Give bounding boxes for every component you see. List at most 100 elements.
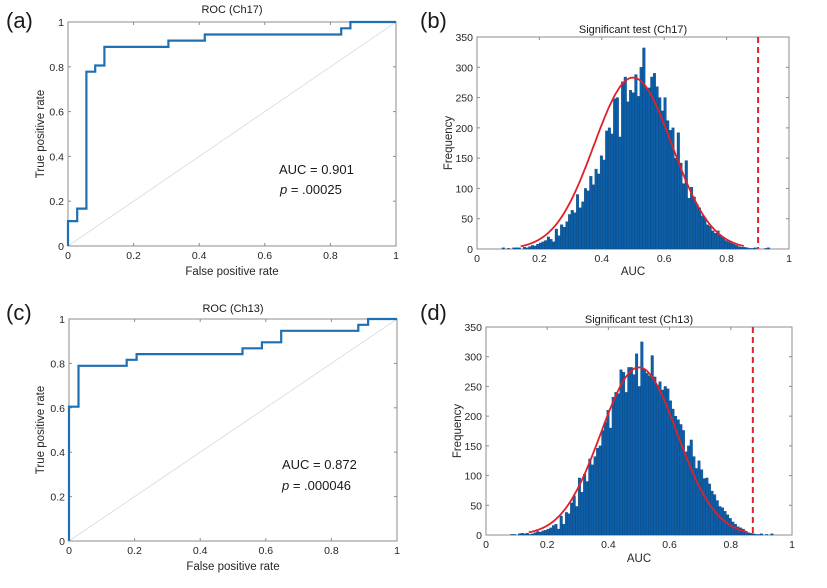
x-tick-label-b: 1 xyxy=(786,253,792,265)
histogram-bar-d xyxy=(523,533,527,536)
y-tick-label-c: 0.8 xyxy=(50,358,65,370)
histogram-bar-d xyxy=(653,376,657,536)
x-tick-label-d: 0.4 xyxy=(601,539,616,551)
histogram-bar-b xyxy=(666,120,670,250)
histogram-bar-b xyxy=(676,132,680,250)
histogram-bar-b xyxy=(621,81,625,250)
histogram-bar-d xyxy=(645,373,649,536)
histogram-bar-b xyxy=(764,248,768,250)
x-tick-label-d: 1 xyxy=(789,539,795,551)
histogram-bar-d xyxy=(606,410,610,536)
histogram-bar-d xyxy=(642,369,646,536)
axes-box-a xyxy=(67,21,397,247)
histogram-bar-d xyxy=(674,415,678,536)
histogram-bar-b xyxy=(517,247,521,250)
histogram-bar-d xyxy=(538,531,542,536)
y-tick-label-b: 250 xyxy=(455,93,473,105)
y-tick-label-d: 50 xyxy=(470,500,482,512)
histogram-bar-b xyxy=(748,248,752,250)
y-tick-label-b: 100 xyxy=(455,183,473,195)
histogram-bar-b xyxy=(573,212,577,250)
normal-fit-curve-d xyxy=(528,366,748,534)
chart-title-a: ROC (Ch17) xyxy=(201,4,262,16)
x-tick-label-c: 0.4 xyxy=(193,545,208,557)
y-tick-label-d: 100 xyxy=(464,471,482,483)
histogram-bar-d xyxy=(570,502,574,536)
p-value-annotation-c: p = .000046 xyxy=(281,478,351,493)
histogram-bar-b xyxy=(753,247,757,250)
x-tick-label-a: 0.8 xyxy=(323,250,338,262)
histogram-bar-b xyxy=(589,176,593,250)
plot-area-c: 0 0.2 0.4 0.6 0.8 1 0 0.2 0.4 0.6 0.8 1 xyxy=(50,314,400,557)
histogram-bar-d xyxy=(632,374,636,536)
y-tick-label-b: 50 xyxy=(461,214,473,226)
histogram-bar-b xyxy=(645,87,648,250)
histogram-bar-b xyxy=(698,207,702,250)
histogram-bar-d xyxy=(661,389,665,536)
histogram-bar-b xyxy=(740,247,744,250)
histogram-bar-b xyxy=(735,245,739,250)
histogram-bar-d xyxy=(598,445,602,536)
histogram-bar-b xyxy=(512,247,516,250)
histogram-bar-d xyxy=(544,530,548,536)
histogram-bar-d xyxy=(528,534,532,536)
x-tick-label-a: 0.6 xyxy=(257,250,272,262)
histogram-bar-d xyxy=(671,408,675,536)
p-symbol-a: p xyxy=(279,182,287,197)
histogram-bar-d xyxy=(554,524,558,536)
plot-area-a: 0 0.2 0.4 0.6 0.8 1 0 0.2 0.4 0.6 0.8 1 xyxy=(49,17,399,262)
histogram-bar-b xyxy=(737,246,741,250)
histogram-bar-b xyxy=(719,235,723,250)
histogram-bar-b xyxy=(745,247,749,250)
x-tick-label-b: 0.6 xyxy=(657,253,672,265)
histogram-bar-d xyxy=(525,533,529,536)
histogram-bar-b xyxy=(626,101,630,250)
histogram-bar-d xyxy=(624,392,628,536)
histogram-bar-b xyxy=(751,248,755,250)
histogram-bar-b xyxy=(562,227,566,250)
chance-diagonal-a xyxy=(67,21,397,247)
panel-b-significance-ch17: (b) Significant test (Ch17) 0 0.2 0.4 0.6 0.… xyxy=(420,8,792,278)
histogram-bar-d xyxy=(541,530,545,536)
histogram-bar-d xyxy=(765,534,769,536)
histogram-bar-d xyxy=(708,483,711,536)
histogram-bar-d xyxy=(549,527,553,536)
histogram-bar-d xyxy=(658,381,662,536)
histogram-bar-d xyxy=(648,375,652,536)
histogram-bar-b xyxy=(515,247,519,250)
histogram-bar-b xyxy=(700,215,704,250)
histogram-bar-b xyxy=(629,90,633,250)
histogram-bar-b xyxy=(687,197,691,250)
chart-title-c: ROC (Ch13) xyxy=(202,303,263,315)
y-tick-label-b: 300 xyxy=(455,62,473,74)
y-tick-label-c: 0.2 xyxy=(50,492,65,504)
panel-a-roc-ch17: (a) ROC (Ch17) 0 0.2 0.4 0.6 0.8 100.20.40.60… xyxy=(6,4,399,278)
y-tick-label-d: 150 xyxy=(464,441,482,453)
histogram-bar-d xyxy=(622,372,626,536)
histogram-bar-b xyxy=(727,241,731,250)
x-tick-label-d: 0 xyxy=(483,539,489,551)
x-axis-label-c: False positive rate xyxy=(186,561,279,573)
y-tick-label-d: 250 xyxy=(464,381,482,393)
histogram-bar-d xyxy=(715,500,719,536)
roc-curve-a xyxy=(66,20,396,246)
histogram-bar-b xyxy=(530,245,534,250)
histogram-bar-b xyxy=(729,242,733,250)
p-value-c: = .000046 xyxy=(289,478,351,493)
histogram-bar-d xyxy=(663,386,667,536)
histogram-bar-b xyxy=(732,243,736,250)
chance-diagonal-c xyxy=(68,318,398,542)
histogram-bar-d xyxy=(518,533,522,536)
histogram-bar-d xyxy=(562,524,566,536)
histogram-bar-b xyxy=(525,247,529,250)
y-axis-label-b: Frequency xyxy=(443,116,455,171)
histogram-bar-d xyxy=(705,477,709,536)
histogram-bar-d xyxy=(637,386,641,536)
histogram-bar-d xyxy=(531,533,535,536)
histogram-bar-b xyxy=(610,133,614,250)
histogram-bar-b xyxy=(637,96,641,250)
histogram-bar-b xyxy=(663,97,667,250)
histogram-bar-b xyxy=(586,190,590,250)
x-tick-label-b: 0.8 xyxy=(719,253,734,265)
histogram-bar-d xyxy=(593,456,597,536)
